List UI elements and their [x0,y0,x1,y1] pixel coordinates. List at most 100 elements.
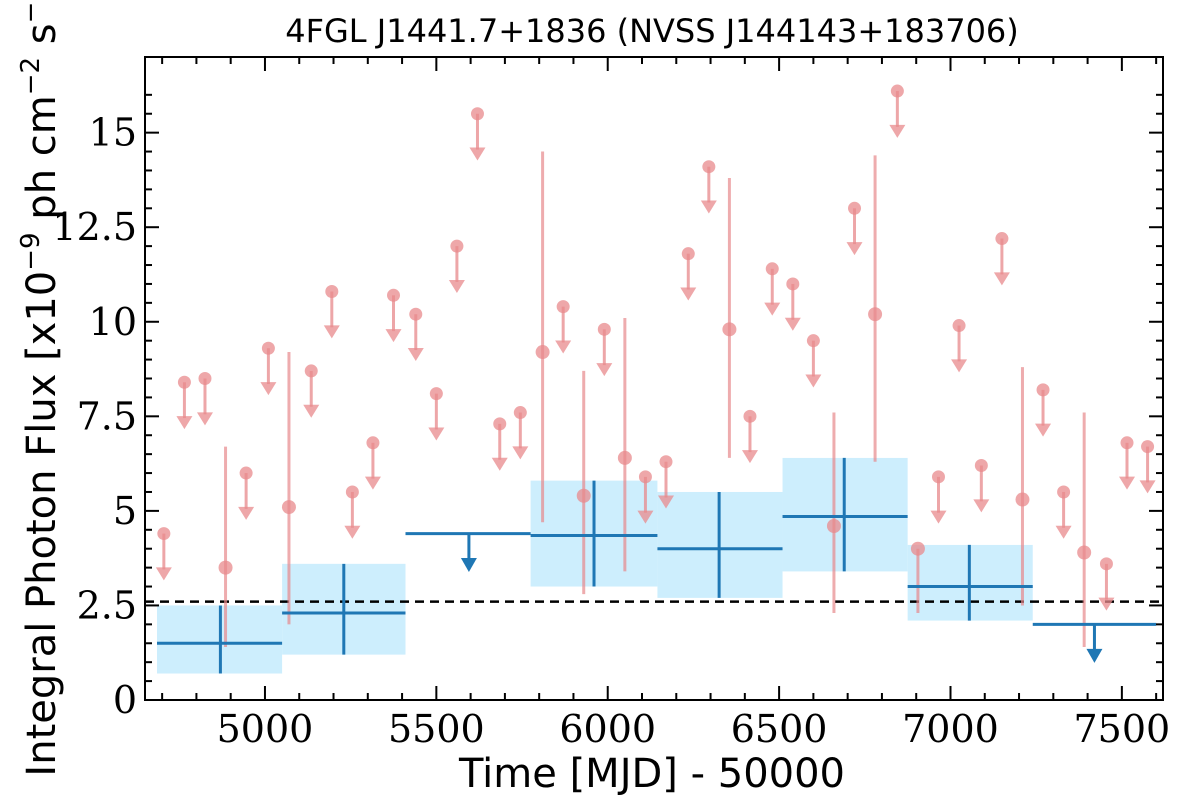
short-bin-ul-arrowhead [889,124,906,138]
short-bin-detection-7 [868,155,883,462]
short-bin-upper-limit-32 [1035,383,1052,437]
short-bin-ul-arrowhead [303,404,320,418]
short-bin-ul-arrowhead [1035,423,1052,437]
x-tick-label: 6500 [731,707,828,751]
short-bin-marker [722,322,737,337]
short-bin-ul-arrowhead [764,302,781,316]
long-bin-ul-arrowhead [1086,648,1103,663]
short-bin-detection-3 [576,370,591,595]
short-bin-ul-marker [765,262,779,276]
short-bin-ul-marker [304,364,318,378]
short-bin-marker [1015,492,1030,507]
short-bin-ul-marker [157,527,171,541]
short-bin-upper-limit-15 [512,406,529,460]
short-bin-ul-marker [659,455,673,469]
short-bin-ul-arrowhead [846,242,863,256]
short-bin-ul-marker [261,341,275,355]
short-bin-ul-arrowhead [973,499,990,513]
short-bin-ul-marker [366,436,380,450]
short-bin-upper-limit-6 [323,285,340,339]
short-bin-ul-marker [556,300,570,314]
short-bin-marker [1077,545,1092,560]
y-tick-label: 5 [113,489,137,533]
short-bin-upper-limit-25 [805,334,822,388]
y-axis-label-exp2: −2 [16,57,46,95]
short-bin-ul-arrowhead [657,495,674,509]
short-bin-ul-arrowhead [596,363,613,377]
short-bin-ul-arrowhead [512,446,529,460]
short-bin-detection-5 [722,178,737,458]
long-bin-upper-limit-1 [1032,622,1157,663]
short-bin-ul-arrowhead [469,147,486,161]
short-bin-upper-limit-36 [1139,440,1156,494]
short-bin-detection-0 [218,446,233,648]
long-bin-series [156,457,1157,674]
short-bin-ul-arrowhead [428,427,445,441]
short-bin-upper-limit-4 [260,341,277,396]
short-bin-ul-arrowhead [238,506,255,520]
short-bin-ul-marker [681,247,695,261]
short-bin-ul-arrowhead [176,416,193,430]
short-bin-ul-arrowhead [637,510,654,524]
short-bin-ul-marker [806,334,820,348]
short-bin-ul-marker [931,470,945,484]
short-bin-ul-marker [429,387,443,401]
short-bin-marker [576,488,591,503]
short-bin-ul-marker [325,285,339,299]
short-bin-upper-limit-31 [993,232,1010,286]
short-bin-ul-marker [597,322,611,336]
short-bin-marker [218,560,233,575]
short-bin-ul-marker [493,417,507,431]
y-axis-label-exp1: −9 [16,232,46,270]
y-tick-label: 0 [113,678,137,722]
y-axis-label: Integral Photon Flux [x10−9 ph cm−2 s−1] [16,0,65,777]
short-bin-upper-limit-8 [364,436,381,490]
short-bin-marker [281,500,296,515]
short-bin-ul-marker [1036,383,1050,397]
short-bin-ul-marker [1057,485,1071,499]
short-bin-ul-marker [974,458,988,472]
long-bin-detection-3 [657,491,783,598]
short-bin-ul-arrowhead [385,329,402,343]
short-bin-upper-limit-19 [657,455,674,509]
x-tick-label: 5500 [388,707,485,751]
short-bin-ul-marker [177,375,191,389]
short-bin-detection-10 [1077,412,1092,648]
short-bin-upper-limit-26 [846,201,863,256]
short-bin-marker [617,450,632,465]
short-bin-marker [868,307,883,322]
short-bin-ul-arrowhead [784,317,801,331]
short-bin-upper-limit-9 [385,288,402,343]
short-bin-ul-marker [995,232,1009,246]
y-axis-label-part3: s [19,23,65,57]
short-bin-marker [910,541,925,556]
short-bin-ul-arrowhead [1119,476,1136,490]
short-bin-ul-arrowhead [993,272,1010,286]
long-bin-detection-2 [530,480,658,587]
short-bin-ul-marker [638,470,652,484]
short-bin-upper-limit-22 [741,409,758,464]
short-bin-ul-marker [470,107,484,121]
short-bin-ul-marker [387,288,401,302]
x-tick-label: 6000 [559,707,656,751]
short-bin-ul-arrowhead [555,340,572,354]
short-bin-upper-limit-17 [596,322,613,377]
short-bin-ul-marker [345,485,359,499]
short-bin-ul-marker [848,201,862,215]
short-bin-detection-9 [1015,367,1030,606]
short-bin-ul-marker [1120,436,1134,450]
short-bin-upper-limit-35 [1119,436,1136,490]
y-axis-label-exp3: −1 [16,0,46,23]
short-bin-upper-limit-21 [700,160,717,214]
short-bin-upper-limit-30 [973,458,990,513]
short-bin-ul-marker [450,239,464,253]
short-bin-ul-arrowhead [680,287,697,301]
short-bin-upper-limit-16 [555,300,572,354]
plot-axes: 5000 5500 6000 6500 7000 7500 0 2.5 5 7.5 10 12.5 15 [52,56,1170,751]
short-bin-series [155,84,1156,648]
short-bin-upper-limit-24 [784,277,801,331]
short-bin-upper-limit-5 [303,364,320,418]
short-bin-upper-limit-13 [469,107,486,161]
short-bin-upper-limit-10 [407,307,424,362]
long-bin-ul-arrowhead [460,558,477,573]
